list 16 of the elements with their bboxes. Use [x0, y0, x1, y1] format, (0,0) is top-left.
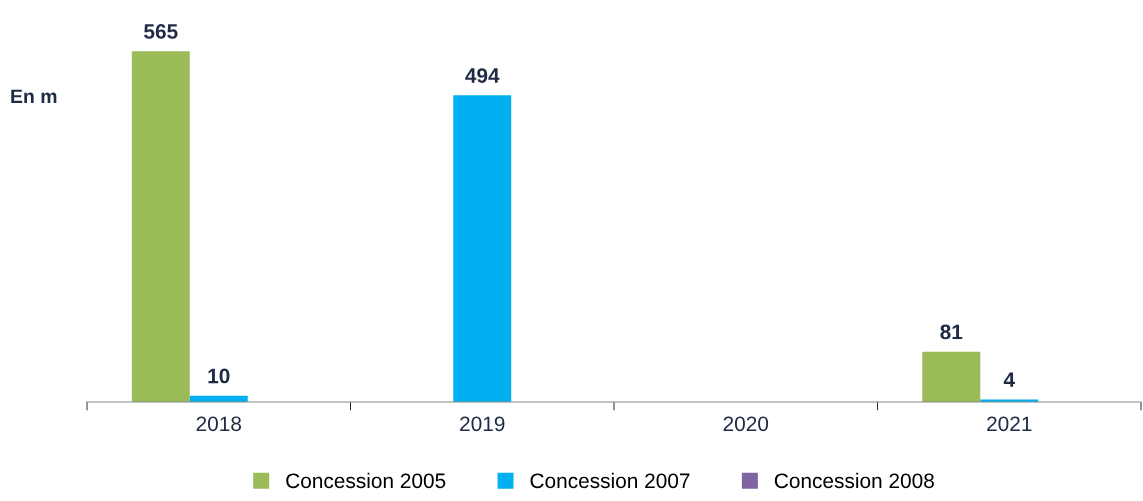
legend-label: Concession 2007	[530, 472, 690, 489]
x-tick-label: 2019	[460, 416, 505, 432]
x-tick-label: 2021	[987, 416, 1032, 432]
data-label: 494	[465, 68, 500, 83]
data-label: 4	[1003, 372, 1015, 387]
legend-label: Concession 2008	[774, 472, 934, 489]
bar	[922, 351, 981, 402]
y-axis-title: En m	[11, 89, 57, 104]
data-label: 10	[208, 368, 230, 384]
bar	[131, 51, 190, 402]
data-label: 565	[144, 24, 178, 39]
legend-label: Concession 2005	[286, 472, 446, 489]
bar	[453, 95, 512, 402]
x-tick-label: 2018	[196, 416, 242, 432]
data-label: 81	[940, 324, 963, 340]
x-tick-label: 2020	[723, 416, 769, 432]
